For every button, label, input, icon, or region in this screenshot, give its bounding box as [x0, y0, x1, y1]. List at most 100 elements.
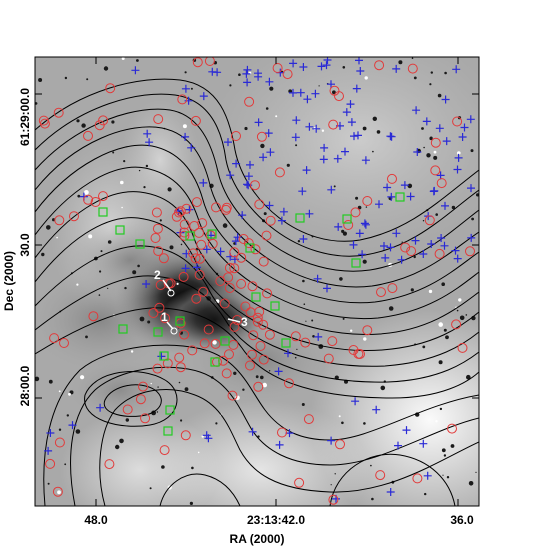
cross-marker — [311, 89, 320, 98]
star — [341, 229, 345, 233]
circle-marker — [245, 307, 256, 318]
star — [197, 451, 200, 454]
cross-marker — [303, 95, 312, 104]
circle-marker — [258, 256, 269, 267]
star — [75, 429, 81, 434]
green-square-markers — [98, 192, 405, 436]
star — [56, 236, 58, 239]
star — [86, 78, 89, 81]
circle-marker — [229, 263, 240, 274]
circle-marker — [49, 333, 60, 344]
circle-marker — [250, 244, 261, 255]
star — [169, 245, 174, 250]
cross-marker — [305, 122, 314, 131]
square-marker — [245, 243, 255, 253]
cross-marker — [254, 69, 262, 78]
cross-marker — [199, 178, 208, 187]
cross-marker — [299, 235, 308, 243]
star — [398, 60, 403, 65]
square-marker — [118, 324, 128, 334]
star — [46, 225, 51, 230]
circle-marker — [191, 293, 202, 304]
star — [372, 116, 377, 122]
circle-marker — [153, 246, 164, 256]
star — [422, 220, 425, 222]
star — [176, 282, 179, 285]
square-marker — [163, 426, 173, 436]
circle-marker — [190, 115, 201, 126]
cross-marker — [435, 124, 444, 133]
star — [147, 320, 151, 324]
cross-marker — [289, 88, 297, 97]
star — [132, 270, 137, 275]
star — [339, 277, 343, 281]
star — [136, 59, 139, 62]
y-tick-label: 30.0 — [18, 233, 32, 257]
star — [124, 286, 127, 290]
cross-marker — [347, 118, 356, 127]
star — [363, 337, 367, 341]
star — [81, 123, 86, 128]
cross-marker — [386, 243, 395, 252]
source-annotations: 2 1 3 — [154, 268, 248, 335]
cross-marker — [208, 67, 217, 76]
circle-marker — [231, 131, 241, 141]
circle-marker — [52, 486, 63, 497]
cross-marker — [322, 61, 331, 70]
cross-marker — [360, 219, 369, 228]
star — [470, 149, 474, 153]
star — [435, 420, 438, 423]
star — [364, 76, 368, 80]
cross-marker — [453, 165, 462, 174]
x-axis-label: RA (2000) — [230, 532, 285, 546]
circle-marker — [303, 414, 314, 425]
circle-marker — [140, 413, 151, 424]
cross-marker — [202, 431, 211, 440]
cross-marker — [413, 148, 422, 156]
star — [64, 463, 67, 466]
square-marker — [115, 225, 125, 235]
circle-marker — [375, 470, 386, 481]
star — [85, 335, 88, 339]
cross-marker — [44, 446, 53, 455]
star — [372, 150, 374, 153]
contour-lines — [35, 78, 479, 506]
cross-marker — [454, 153, 463, 162]
circle-marker — [210, 338, 221, 349]
star — [410, 288, 414, 292]
star — [115, 444, 120, 450]
star — [422, 345, 426, 349]
star — [84, 190, 89, 195]
star — [130, 350, 134, 353]
cross-marker — [244, 172, 253, 181]
cross-marker — [392, 229, 401, 238]
circle-marker — [244, 96, 255, 107]
star — [244, 126, 248, 131]
cross-marker — [452, 65, 461, 74]
star — [342, 317, 345, 320]
circle-marker — [290, 331, 301, 342]
square-marker — [351, 258, 361, 268]
cross-marker — [279, 207, 288, 216]
cross-marker — [375, 200, 383, 209]
cross-marker — [400, 181, 409, 190]
cross-marker — [259, 153, 268, 162]
star — [58, 428, 62, 431]
star — [332, 90, 336, 95]
circle-marker — [181, 203, 192, 214]
cross-marker — [406, 192, 415, 201]
circle-marker — [221, 368, 232, 379]
star — [450, 444, 455, 448]
cross-marker — [142, 280, 151, 288]
star — [305, 320, 307, 322]
cross-marker — [184, 96, 193, 105]
star — [238, 73, 241, 76]
star — [301, 403, 305, 406]
square-marker — [185, 231, 195, 241]
star — [296, 348, 298, 350]
circle-marker — [334, 91, 344, 102]
circle-marker — [236, 252, 247, 263]
star — [57, 490, 61, 495]
star — [260, 375, 264, 380]
star — [363, 422, 366, 425]
